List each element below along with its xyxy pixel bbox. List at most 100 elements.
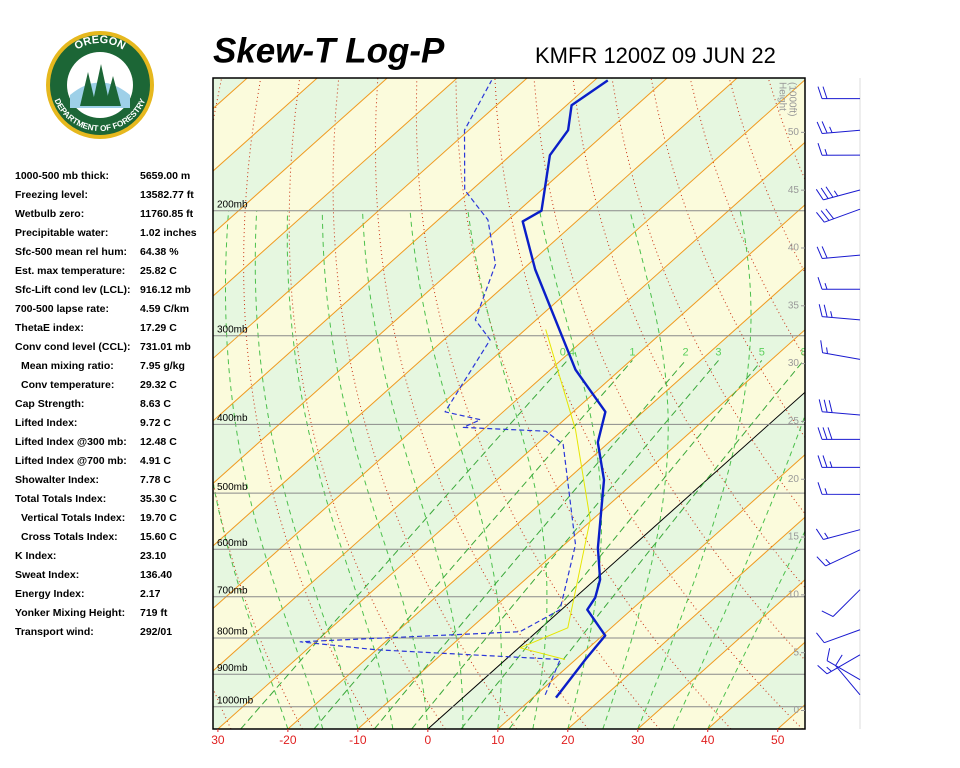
dry-adiabat (885, 78, 960, 729)
band (213, 142, 805, 729)
x-tick-label: 30 (211, 733, 225, 747)
stat-label: Freezing level: (15, 189, 88, 201)
stat-value: 8.63 C (140, 398, 171, 410)
wind-barb (816, 549, 861, 567)
wind-barb (835, 654, 861, 696)
y-tick-label: 500mb (217, 482, 248, 493)
y2-tick-label: 45 (788, 185, 800, 196)
logo: OREGON DEPARTMENT OF FORESTRY (46, 31, 154, 139)
moist-adiabat (254, 210, 359, 729)
x-tick-label: 30 (631, 733, 645, 747)
moist-adiabat (225, 210, 324, 729)
band (213, 79, 805, 671)
wind-barb (817, 143, 861, 156)
mixing-ratio-line (373, 360, 686, 729)
stat-label: Precipitable water: (15, 227, 108, 239)
stat-label: Conv cond level (CCL): (15, 341, 131, 353)
y2-tick-label: 35 (788, 300, 800, 311)
wind-barb (815, 186, 861, 201)
stat-value: 731.01 mb (140, 341, 191, 353)
logo-tree (105, 76, 121, 106)
x-tick-label: -20 (279, 733, 297, 747)
chart-subtitle: KMFR 1200Z 09 JUN 22 (535, 43, 776, 68)
moist-adiabat (213, 479, 289, 729)
isotherm (427, 391, 805, 729)
dry-adiabat (924, 78, 960, 729)
moist-adiabat (467, 210, 548, 729)
stat-value: 1.02 inches (140, 227, 197, 239)
stat-label: Wetbulb zero: (15, 208, 84, 220)
y2-axis-label: Height (776, 82, 787, 111)
stat-label: Yonker Mixing Height: (15, 607, 125, 619)
y2-tick-label: 50 (788, 127, 800, 138)
moist-adiabat (409, 210, 502, 729)
stat-label: Mean mixing ratio: (21, 360, 114, 372)
moist-adiabat (637, 210, 752, 729)
wind-barb (821, 589, 861, 617)
x-tick-label: 10 (491, 733, 505, 747)
stat-value: 4.91 C (140, 455, 171, 467)
stat-label: Total Totals Index: (15, 493, 106, 505)
y2-tick-label: 5 (793, 647, 799, 658)
mixing-ratio-label: 3 (715, 346, 721, 358)
isotherm (848, 78, 960, 729)
isotherm (217, 204, 805, 729)
isotherm (213, 78, 738, 547)
stat-value: 64.38 % (140, 246, 179, 258)
mixing-ratio-label: 5 (759, 346, 765, 358)
wind-barb (818, 304, 861, 321)
stat-value: 4.59 C/km (140, 303, 189, 315)
isotherm (287, 266, 805, 729)
stat-label: Cap Strength: (15, 398, 84, 410)
stat-value: 15.60 C (140, 531, 177, 543)
stat-value: 25.82 C (140, 265, 177, 277)
x-tick-label: 40 (701, 733, 715, 747)
y-tick-label: 200mb (217, 199, 248, 210)
x-tick-label: -10 (349, 733, 367, 747)
y-tick-label: 1000mb (217, 695, 254, 706)
plot-frame (212, 77, 806, 730)
wind-barb (817, 427, 861, 440)
wind-barb (815, 528, 861, 540)
stat-value: 2.17 (140, 588, 161, 600)
mixing-ratio-label: 1 (629, 346, 635, 358)
mixing-ratio-line (508, 360, 805, 729)
stat-label: Est. max temperature: (15, 265, 125, 277)
mixing-ratio-label: 2 (683, 346, 689, 358)
stat-label: Sweat Index: (15, 569, 79, 581)
moist-adiabat (286, 210, 394, 729)
isotherm (213, 79, 805, 610)
wind-barb (816, 246, 861, 259)
stat-value: 13582.77 ft (140, 189, 194, 201)
x-tick-label: 0 (424, 733, 431, 747)
mixing-ratio-line (460, 360, 763, 729)
parcel-line (519, 329, 591, 660)
stat-label: Showalter Index: (15, 474, 99, 486)
moist-adiabat (321, 210, 429, 729)
y2-tick-label: 15 (788, 532, 800, 543)
dry-adiabat (846, 78, 960, 729)
stat-label: ThetaE index: (15, 322, 84, 334)
stat-value: 35.30 C (140, 493, 177, 505)
stat-value: 719 ft (140, 607, 168, 619)
wind-barb (816, 208, 861, 223)
stat-value: 29.32 C (140, 379, 177, 391)
dry-adiabat (243, 78, 375, 729)
logo-tree (80, 72, 96, 106)
isotherm (637, 579, 805, 729)
y2-tick-label: 10 (788, 590, 800, 601)
x-tick-label: 50 (771, 733, 785, 747)
isotherm (213, 78, 458, 297)
y2-tick-label: 40 (788, 243, 800, 254)
stat-label: Vertical Totals Index: (21, 512, 125, 524)
y-tick-label: 600mb (217, 538, 248, 549)
isotherm (213, 141, 805, 672)
isotherm (497, 454, 805, 729)
temperature-line (521, 79, 609, 699)
isotherm (357, 329, 805, 729)
stat-value: 23.10 (140, 550, 166, 562)
stat-label: Sfc-500 mean rel hum: (15, 246, 127, 258)
logo-top: OREGON (73, 34, 128, 53)
stat-label: Cross Totals Index: (21, 531, 118, 543)
